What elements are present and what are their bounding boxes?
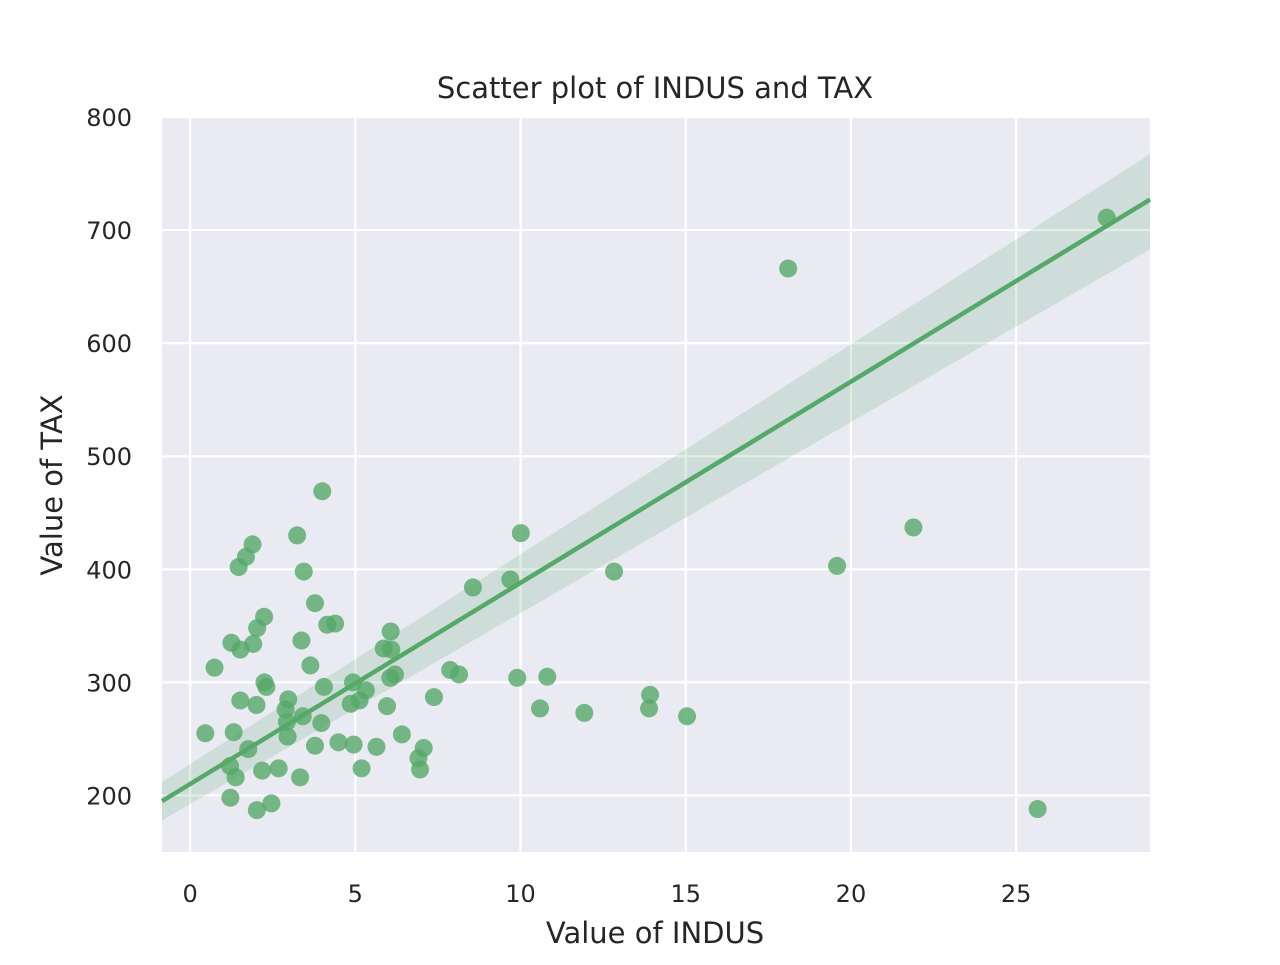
data-points	[196, 208, 1116, 820]
y-axis-label: Value of TAX	[35, 394, 69, 575]
data-point	[247, 801, 266, 820]
data-point	[531, 699, 550, 718]
x-tick-label: 15	[670, 880, 701, 908]
data-point	[257, 677, 276, 696]
data-point	[508, 668, 527, 687]
data-point	[221, 788, 240, 807]
data-point	[301, 656, 320, 675]
y-tick-label: 300	[86, 669, 132, 697]
data-point	[904, 518, 923, 537]
x-tick-label: 20	[836, 880, 867, 908]
y-tick-label: 600	[86, 330, 132, 358]
data-point	[255, 607, 274, 626]
data-point	[378, 697, 397, 716]
y-tick-label: 700	[86, 217, 132, 245]
data-point	[294, 562, 313, 581]
regression-line-layer	[160, 197, 1152, 804]
data-point	[779, 259, 798, 278]
data-point	[293, 707, 312, 726]
x-axis-label: Value of INDUS	[546, 916, 764, 950]
y-tick-labels: 200 300 400 500 600 700 800	[86, 104, 132, 810]
data-point	[501, 570, 520, 589]
data-point	[269, 759, 288, 778]
data-point	[205, 658, 224, 677]
data-point	[392, 725, 411, 744]
x-tick-label: 5	[348, 880, 363, 908]
x-tick-label: 0	[182, 880, 197, 908]
data-point	[463, 578, 482, 597]
data-point	[356, 681, 375, 700]
confidence-band	[162, 154, 1150, 821]
data-point	[641, 685, 660, 704]
x-tick-labels: 0 5 10 15 20 25	[182, 880, 1031, 908]
y-tick-label: 500	[86, 443, 132, 471]
data-point	[262, 794, 281, 813]
chart-title: Scatter plot of INDUS and TAX	[437, 71, 873, 105]
data-point	[292, 631, 311, 650]
data-point	[196, 724, 215, 743]
y-tick-label: 200	[86, 782, 132, 810]
data-point	[305, 594, 324, 613]
data-point	[828, 556, 847, 575]
data-point	[226, 768, 245, 787]
data-point	[253, 761, 272, 780]
data-point	[450, 665, 469, 684]
data-point	[231, 691, 250, 710]
data-point	[279, 690, 298, 709]
data-point	[605, 562, 624, 581]
data-point	[277, 712, 296, 731]
data-point	[575, 703, 594, 722]
data-point	[538, 667, 557, 686]
data-point	[381, 622, 400, 641]
data-point	[244, 634, 263, 653]
data-point	[352, 759, 371, 778]
data-point	[313, 482, 332, 501]
data-point	[344, 735, 363, 754]
data-point	[326, 614, 345, 633]
data-point	[382, 640, 401, 659]
data-point	[329, 733, 348, 752]
data-point	[291, 768, 310, 787]
y-tick-label: 800	[86, 104, 132, 132]
data-point	[278, 727, 297, 746]
y-tick-label: 400	[86, 556, 132, 584]
data-point	[678, 707, 697, 726]
data-point	[1028, 800, 1047, 819]
data-point	[288, 526, 307, 545]
data-point	[312, 714, 331, 733]
data-point	[385, 665, 404, 684]
data-point	[367, 737, 386, 756]
data-point	[640, 699, 659, 718]
x-tick-label: 25	[1001, 880, 1032, 908]
data-point	[1097, 208, 1116, 227]
data-point	[224, 723, 243, 742]
data-point	[424, 688, 443, 707]
data-point	[511, 524, 530, 543]
data-point	[314, 677, 333, 696]
data-point	[247, 696, 266, 714]
confidence-band-layer	[162, 154, 1150, 821]
data-point	[343, 673, 362, 692]
data-point	[239, 740, 258, 759]
x-tick-label: 10	[505, 880, 536, 908]
data-point	[243, 535, 262, 554]
data-point	[411, 760, 430, 779]
data-point	[305, 736, 324, 755]
regression-line	[160, 197, 1152, 804]
data-point	[414, 738, 433, 757]
